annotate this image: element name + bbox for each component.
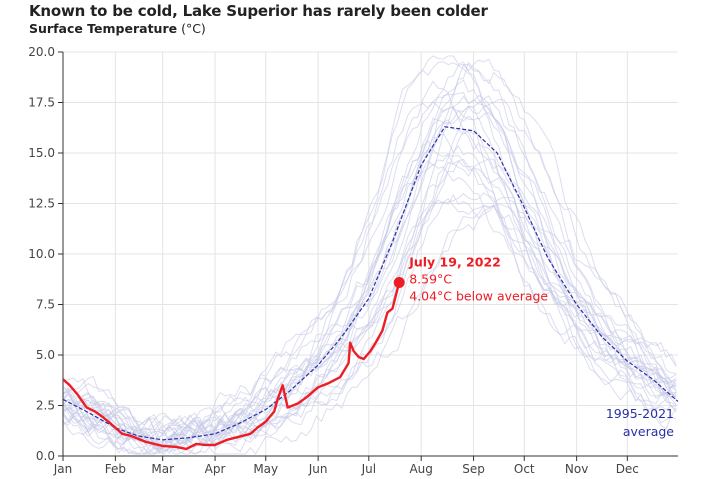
year-2022-line: [62, 282, 401, 451]
y-tick-label: 15.0: [28, 146, 55, 160]
x-tick-label: Nov: [565, 462, 588, 476]
annotation-diff: 4.04°C below average: [409, 288, 548, 303]
historical-year-line: [62, 105, 677, 437]
x-tick-label: Apr: [205, 462, 226, 476]
historical-year-line: [62, 79, 677, 439]
historical-year-line: [62, 61, 677, 455]
legend-label-line2: average: [623, 424, 674, 439]
x-tick-label: Jul: [361, 462, 376, 476]
latest-point-marker: [393, 276, 405, 288]
x-tick-label: Oct: [514, 462, 535, 476]
historical-year-line: [62, 99, 677, 447]
historical-year-line: [62, 101, 677, 443]
y-tick-label: 10.0: [28, 247, 55, 261]
historical-year-line: [62, 130, 677, 449]
x-tick-label: Jan: [53, 462, 73, 476]
annotation-date: July 19, 2022: [408, 254, 501, 269]
y-axis-label-text: Surface Temperature: [29, 21, 178, 36]
historical-year-line: [62, 161, 677, 441]
y-axis-label: Surface Temperature (°C): [29, 21, 206, 36]
x-tick-label: Jun: [308, 462, 328, 476]
annotation-value: 8.59°C: [409, 271, 452, 286]
x-tick-label: Dec: [616, 462, 639, 476]
x-tick-label: May: [253, 462, 278, 476]
historical-year-line: [62, 63, 677, 434]
y-tick-label: 12.5: [28, 197, 55, 211]
historical-year-line: [62, 193, 677, 452]
x-tick-label: Mar: [151, 462, 174, 476]
x-tick-label: Feb: [105, 462, 126, 476]
legend-label-line1: 1995-2021: [606, 406, 674, 421]
historical-year-line: [62, 55, 677, 436]
y-tick-label: 7.5: [36, 298, 55, 312]
y-axis-unit: (°C): [181, 21, 206, 36]
y-tick-label: 2.5: [36, 399, 55, 413]
historical-year-line: [62, 153, 677, 454]
historical-year-line: [62, 203, 677, 443]
x-tick-label: Sep: [462, 462, 485, 476]
y-tick-label: 5.0: [36, 348, 55, 362]
historical-year-line: [62, 91, 677, 455]
historical-year-line: [62, 140, 677, 455]
chart-title: Known to be cold, Lake Superior has rare…: [29, 2, 488, 20]
y-tick-label: 20.0: [28, 45, 55, 59]
historical-year-line: [62, 132, 677, 446]
y-tick-label: 17.5: [28, 96, 55, 110]
average-line: [62, 126, 679, 441]
y-tick-label: 0.0: [36, 449, 55, 463]
x-tick-label: Aug: [409, 462, 432, 476]
